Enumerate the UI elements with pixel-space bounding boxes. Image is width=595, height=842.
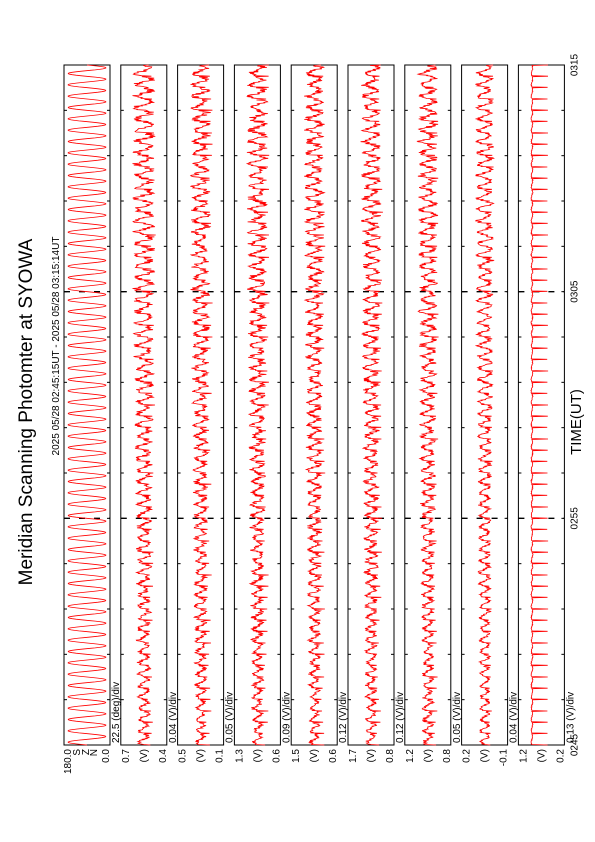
panel-8: 0.2 (V) -0.1 0.04 (V)/div	[461, 64, 520, 767]
x-tick-labels: 0245 0255 0305 0315	[569, 53, 580, 756]
y-tick-labels: 1.3 (V) 0.6	[234, 749, 282, 763]
x-tick-label: 0245	[569, 733, 580, 756]
y-tick-label: (V)	[196, 749, 207, 762]
panel-4: 1.3 (V) 0.6 0.09 (V)/div	[233, 64, 292, 763]
y-tick-labels: 1.5 (V) 0.6	[291, 749, 339, 763]
scale-label: 0.09 (V)/div	[281, 692, 292, 743]
panel-frame	[177, 64, 225, 746]
y-tick-label: (V)	[423, 749, 434, 762]
trace-line	[416, 64, 439, 746]
y-tick-label: S	[72, 749, 83, 756]
y-tick-label: 0.2	[555, 749, 566, 763]
y-tick-label: (V)	[309, 749, 320, 762]
y-tick-label: 0.5	[178, 749, 189, 763]
y-tick-label: 0.1	[215, 749, 226, 763]
chart-subtitle: 2025 05/28 02:45:15UT - 2025 05/28 03:15…	[51, 237, 62, 456]
trace-line	[245, 64, 270, 746]
trace-line	[189, 64, 213, 746]
y-tick-label: 0.0	[101, 749, 112, 763]
rotated-layer: Meridian Scanning Photomter at SYOWA 202…	[16, 53, 585, 774]
y-tick-label: (V)	[139, 749, 150, 762]
trace-line	[474, 64, 495, 746]
panel-frame	[347, 64, 395, 746]
y-tick-label: 0.4	[158, 749, 169, 763]
y-tick-labels: 0.2 (V) -0.1	[462, 749, 510, 767]
panel-frame	[461, 64, 509, 746]
scale-label: 0.12 (V)/div	[395, 692, 406, 743]
y-tick-label: Z	[81, 749, 92, 755]
y-tick-labels: 0.5 (V) 0.1	[178, 749, 226, 763]
panel-5: 1.5 (V) 0.6 0.12 (V)/div	[290, 64, 349, 763]
y-tick-label: 0.7	[121, 749, 132, 763]
trace-line	[131, 64, 156, 746]
y-tick-label: 0.6	[271, 749, 282, 763]
y-tick-label: (V)	[536, 749, 547, 762]
trace-line	[360, 64, 383, 746]
chart-title: Meridian Scanning Photomter at SYOWA	[16, 238, 37, 585]
trace-line	[303, 64, 326, 746]
scale-label: 0.12 (V)/div	[338, 692, 349, 743]
x-axis-label: TIME(UT)	[568, 389, 585, 455]
y-tick-label: 0.6	[328, 749, 339, 763]
y-tick-labels: 1.2 (V) 0.2	[518, 749, 566, 763]
x-tick-label: 0255	[569, 507, 580, 530]
scale-label: 0.05 (V)/div	[225, 692, 236, 743]
y-tick-label: (V)	[366, 749, 377, 762]
y-tick-label: N	[89, 749, 100, 756]
panel-3: 0.5 (V) 0.1 0.05 (V)/div	[177, 64, 236, 763]
trace-line	[67, 64, 107, 746]
panel-frame	[120, 64, 168, 746]
y-tick-label: (V)	[480, 749, 491, 762]
y-tick-labels: 1.7 (V) 0.8	[348, 749, 396, 763]
y-tick-label: 0.2	[462, 749, 473, 763]
scale-label: 0.05 (V)/div	[452, 692, 463, 743]
y-tick-label: 1.2	[518, 749, 529, 763]
y-tick-labels: 1.2 (V) 0.8	[405, 749, 453, 763]
scale-label: 0.04 (V)/div	[509, 692, 520, 743]
scale-label: 0.13 (V)/div	[565, 692, 576, 743]
y-tick-label: 1.7	[348, 749, 359, 763]
panel-2: 0.7 (V) 0.4 0.04 (V)/div	[120, 64, 179, 763]
y-tick-label: 1.2	[405, 749, 416, 763]
y-tick-labels: 0.7 (V) 0.4	[121, 749, 169, 763]
panel-frame	[233, 64, 281, 746]
y-tick-label: 180.0	[63, 749, 74, 774]
trace-line	[530, 64, 549, 746]
y-tick-label: (V)	[252, 749, 263, 762]
y-tick-label: 1.5	[291, 749, 302, 763]
scale-label: 0.04 (V)/div	[168, 692, 179, 743]
y-tick-label: 0.8	[442, 749, 453, 763]
scale-label: 22.5 (deg)/div	[111, 682, 122, 743]
y-tick-label: 1.3	[234, 749, 245, 763]
panel-7: 1.2 (V) 0.8 0.05 (V)/div	[404, 64, 463, 763]
y-tick-label: -0.1	[499, 749, 510, 767]
panel-9: 1.2 (V) 0.2 0.13 (V)/div	[517, 64, 576, 763]
x-tick-label: 0315	[569, 53, 580, 76]
panel-6: 1.7 (V) 0.8 0.12 (V)/div	[347, 64, 406, 763]
y-tick-label: 0.8	[385, 749, 396, 763]
x-tick-label: 0305	[569, 280, 580, 303]
